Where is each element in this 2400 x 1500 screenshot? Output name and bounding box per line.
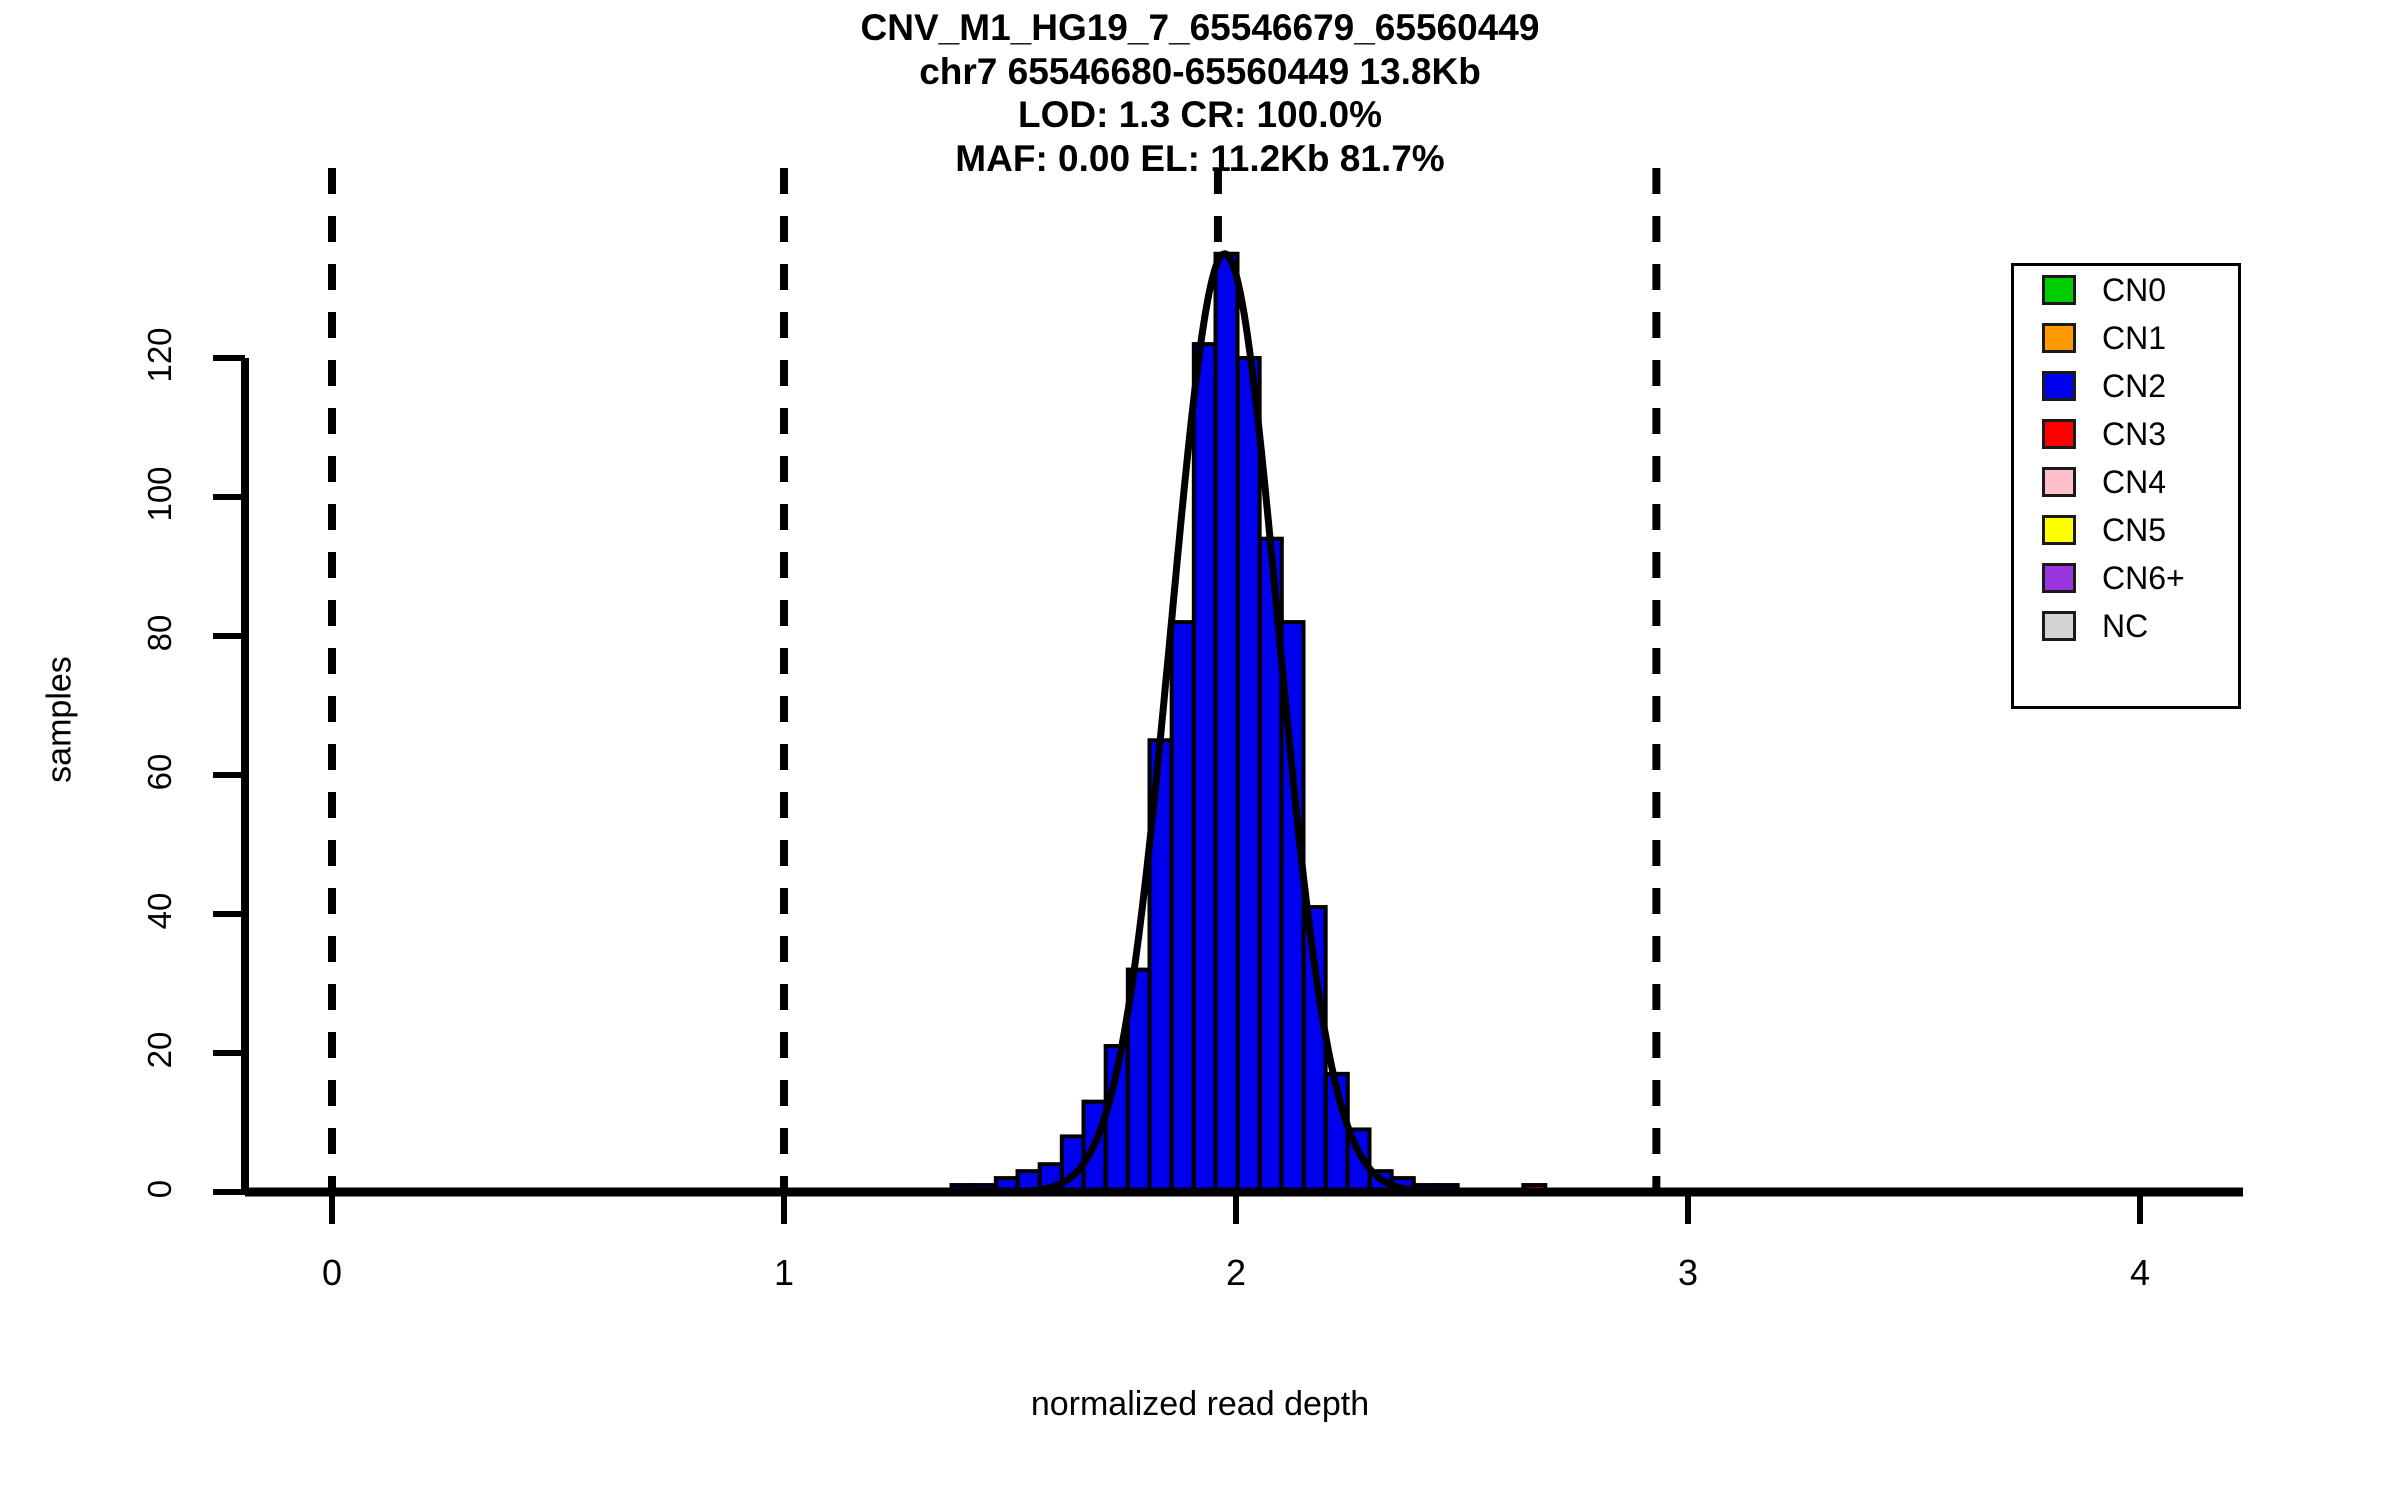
legend-label: NC bbox=[2102, 607, 2149, 644]
y-tick-label: 120 bbox=[141, 327, 178, 383]
legend-label: CN0 bbox=[2102, 271, 2167, 308]
legend-label: CN5 bbox=[2102, 511, 2167, 548]
histogram-bar bbox=[1169, 620, 1196, 1194]
y-tick-label: 40 bbox=[141, 892, 178, 930]
histogram-bar bbox=[1191, 342, 1218, 1195]
title-line-4: MAF: 0.00 EL: 11.2Kb 81.7% bbox=[955, 137, 1445, 179]
legend-item-cn0[interactable]: CN0 bbox=[2042, 266, 2238, 314]
histogram-bar bbox=[1235, 356, 1262, 1194]
y-tick-label: 60 bbox=[141, 753, 178, 791]
legend-label: CN4 bbox=[2102, 463, 2167, 500]
x-axis-label: normalized read depth bbox=[1030, 1385, 1370, 1423]
x-tick-label: 1 bbox=[773, 1252, 795, 1293]
histogram-bars bbox=[949, 251, 1548, 1195]
y-tick-label: 80 bbox=[141, 614, 178, 652]
legend-swatch-icon bbox=[2042, 275, 2076, 305]
title-line-2: chr7 65546680-65560449 13.8Kb bbox=[919, 50, 1481, 92]
legend-item-cn5[interactable]: CN5 bbox=[2042, 506, 2238, 554]
title-line-3: LOD: 1.3 CR: 100.0% bbox=[1018, 94, 1382, 136]
legend-item-cn3[interactable]: CN3 bbox=[2042, 410, 2238, 458]
legend-label: CN6+ bbox=[2102, 559, 2185, 596]
x-tick-label: 0 bbox=[321, 1252, 343, 1293]
x-tick-label: 3 bbox=[1677, 1252, 1699, 1293]
histogram-bar bbox=[1213, 251, 1240, 1194]
legend-swatch-icon bbox=[2042, 467, 2076, 497]
legend-item-cn2[interactable]: CN2 bbox=[2042, 362, 2238, 410]
legend-swatch-icon bbox=[2042, 611, 2076, 641]
x-tick-label: 4 bbox=[2129, 1252, 2151, 1293]
legend-box: CN0 CN1 CN2 CN3 CN4 CN5 CN6+ NC bbox=[2011, 263, 2241, 709]
legend-item-cn4[interactable]: CN4 bbox=[2042, 458, 2238, 506]
legend-swatch-icon bbox=[2042, 371, 2076, 401]
y-tick-label: 20 bbox=[141, 1031, 178, 1069]
legend-swatch-icon bbox=[2042, 515, 2076, 545]
legend-item-nc[interactable]: NC bbox=[2042, 602, 2238, 650]
legend-swatch-icon bbox=[2042, 563, 2076, 593]
legend-label: CN2 bbox=[2102, 367, 2167, 404]
legend-label: CN1 bbox=[2102, 319, 2167, 356]
y-tick-label: 100 bbox=[141, 466, 178, 522]
legend-label: CN3 bbox=[2102, 415, 2167, 452]
x-tick-label: 2 bbox=[1225, 1252, 1247, 1293]
legend-swatch-icon bbox=[2042, 419, 2076, 449]
threshold-lines bbox=[328, 168, 1661, 1192]
y-tick-label: 0 bbox=[141, 1179, 178, 1199]
legend-swatch-icon bbox=[2042, 323, 2076, 353]
chart-title-block: CNV_M1_HG19_7_65546679_65560449 chr7 655… bbox=[0, 6, 2400, 181]
title-line-1: CNV_M1_HG19_7_65546679_65560449 bbox=[860, 7, 1540, 48]
legend-item-cn1[interactable]: CN1 bbox=[2042, 314, 2238, 362]
legend-item-cn6plus[interactable]: CN6+ bbox=[2042, 554, 2238, 602]
axis-lines bbox=[213, 355, 2243, 1224]
